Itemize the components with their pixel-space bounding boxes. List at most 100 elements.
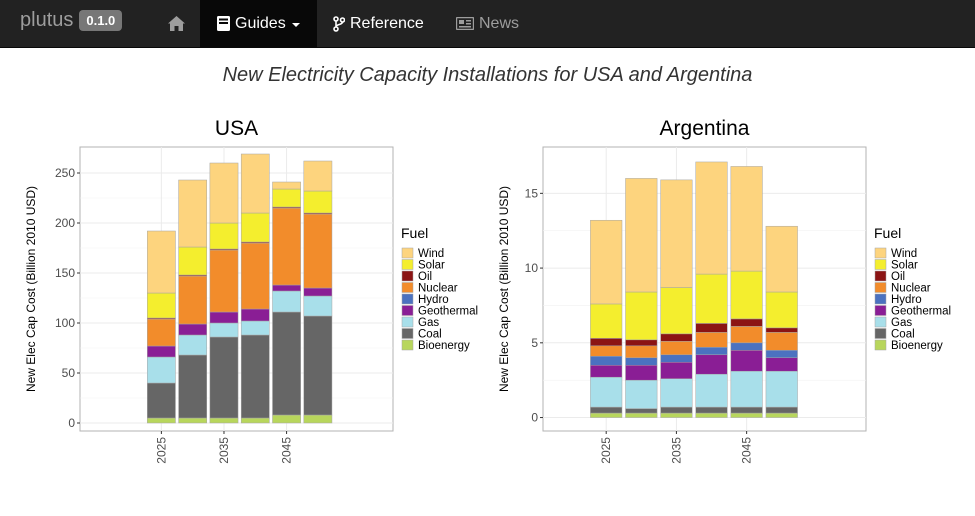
usa-bar-geothermal-2050 bbox=[303, 287, 333, 297]
usa-bar-geothermal-2045 bbox=[272, 284, 301, 292]
arg-bar-oil-2025 bbox=[590, 338, 623, 347]
arg-bar-bioenergy-2035 bbox=[660, 412, 693, 418]
usa-bar-coal-2040 bbox=[240, 334, 270, 419]
arg-bar-bioenergy-2050 bbox=[765, 412, 798, 418]
arg-bar-bioenergy-2045 bbox=[730, 412, 763, 418]
usa-bar-wind-2030 bbox=[178, 179, 208, 248]
arg-bar-solar-2045 bbox=[730, 270, 763, 320]
arg-bar-gas-2040 bbox=[695, 373, 728, 408]
arg-bar-gas-2050 bbox=[765, 370, 798, 408]
arg-legend-label-solar: Solar bbox=[891, 260, 918, 272]
arg-bar-oil-2050 bbox=[765, 327, 798, 333]
page-title: New Electricity Capacity Installations f… bbox=[222, 64, 753, 86]
usa-legend-key-nuclear bbox=[401, 282, 414, 293]
nav-guides-label: Guides bbox=[235, 14, 286, 32]
arg-bar-solar-2030 bbox=[625, 291, 658, 341]
usa-bar-geothermal-2025 bbox=[147, 345, 176, 358]
arg-bar-oil-2045 bbox=[730, 318, 763, 327]
arg-ytick-label: 5 bbox=[531, 336, 538, 350]
usa-ytick-label: 200 bbox=[55, 216, 75, 230]
usa-bar-wind-2050 bbox=[303, 160, 333, 192]
usa-bar-coal-2045 bbox=[272, 311, 301, 416]
usa-bar-bioenergy-2045 bbox=[272, 414, 301, 424]
usa-legend-label-bioenergy: Bioenergy bbox=[418, 340, 470, 352]
usa-legend-label-wind: Wind bbox=[418, 248, 444, 260]
arg-bar-wind-2040 bbox=[695, 161, 728, 275]
arg-legend-key-oil bbox=[874, 270, 887, 282]
usa-bar-bioenergy-2050 bbox=[303, 414, 333, 424]
navbar: plutus 0.1.0 Guides Reference bbox=[0, 0, 975, 48]
usa-xtick-label: 2025 bbox=[154, 437, 168, 464]
arg-bar-nuclear-2035 bbox=[660, 341, 693, 356]
arg-bar-geothermal-2030 bbox=[625, 364, 658, 381]
arg-bar-coal-2035 bbox=[660, 406, 693, 414]
brand[interactable]: plutus 0.1.0 bbox=[20, 9, 123, 32]
usa-bar-nuclear-2030 bbox=[178, 275, 208, 325]
usa-chart-title: USA bbox=[215, 117, 258, 140]
arg-legend-key-solar bbox=[874, 259, 887, 270]
usa-bar-solar-2030 bbox=[178, 246, 208, 276]
usa-bar-solar-2050 bbox=[303, 190, 333, 214]
usa-bar-coal-2050 bbox=[303, 315, 333, 416]
arg-bar-geothermal-2025 bbox=[590, 364, 623, 378]
usa-bar-gas-2025 bbox=[147, 356, 176, 384]
usa-legend-key-oil bbox=[401, 270, 414, 282]
arg-bar-geothermal-2040 bbox=[695, 354, 728, 375]
usa-bar-nuclear-2025 bbox=[147, 318, 176, 347]
usa-ytick-label: 0 bbox=[68, 416, 75, 430]
nav-guides[interactable]: Guides bbox=[200, 0, 317, 47]
usa-xtick-label: 2045 bbox=[280, 437, 294, 464]
arg-bar-coal-2030 bbox=[625, 408, 658, 414]
usa-legend-label-oil: Oil bbox=[418, 271, 432, 283]
usa-chart: 0 50 100 150 200 250 2025 2035 2045 USA New Elec C… bbox=[24, 117, 478, 464]
arg-bar-coal-2050 bbox=[765, 406, 798, 414]
usa-bar-gas-2030 bbox=[178, 334, 208, 356]
arg-bar-hydro-2025 bbox=[590, 356, 623, 366]
usa-legend-label-coal: Coal bbox=[418, 329, 442, 341]
arg-legend-key-nuclear bbox=[874, 282, 887, 293]
usa-bar-geothermal-2035 bbox=[209, 311, 239, 324]
usa-legend-title: Fuel bbox=[401, 225, 428, 241]
home-icon bbox=[167, 16, 185, 31]
arg-bar-coal-2045 bbox=[730, 406, 763, 414]
arg-bar-hydro-2035 bbox=[660, 354, 693, 363]
arg-bar-hydro-2040 bbox=[695, 347, 728, 356]
arg-legend-key-hydro bbox=[874, 293, 887, 305]
arg-bar-hydro-2045 bbox=[730, 342, 763, 351]
usa-ytick-label: 100 bbox=[55, 316, 75, 330]
arg-xtick-label: 2025 bbox=[599, 437, 613, 464]
arg-bar-gas-2035 bbox=[660, 378, 693, 408]
chevron-down-icon bbox=[291, 22, 300, 27]
newspaper-icon bbox=[456, 17, 474, 30]
usa-bar-bioenergy-2030 bbox=[178, 417, 208, 424]
usa-ytick-label: 150 bbox=[55, 266, 75, 280]
usa-xtick-label: 2035 bbox=[217, 437, 231, 464]
arg-bar-nuclear-2030 bbox=[625, 345, 658, 359]
arg-bar-coal-2025 bbox=[590, 406, 623, 414]
arg-bar-oil-2030 bbox=[625, 339, 658, 347]
usa-bar-solar-2045 bbox=[272, 188, 301, 208]
arg-legend-label-geothermal: Geothermal bbox=[891, 306, 951, 318]
usa-bar-geothermal-2030 bbox=[178, 323, 208, 336]
usa-bar-gas-2035 bbox=[209, 322, 239, 338]
usa-bar-nuclear-2035 bbox=[209, 249, 239, 313]
nav-home[interactable] bbox=[166, 0, 186, 47]
arg-xtick-label: 2045 bbox=[740, 437, 754, 464]
usa-bar-bioenergy-2040 bbox=[240, 417, 270, 424]
usa-bar-coal-2030 bbox=[178, 354, 208, 419]
usa-bar-nuclear-2045 bbox=[272, 207, 301, 286]
arg-bar-wind-2035 bbox=[660, 179, 693, 288]
usa-bar-wind-2035 bbox=[209, 162, 239, 224]
nav-news[interactable]: News bbox=[456, 0, 519, 47]
nav-reference[interactable]: Reference bbox=[333, 0, 424, 47]
nav-news-label: News bbox=[479, 14, 520, 32]
usa-y-axis-label: New Elec Cap Cost (Billion 2010 USD) bbox=[24, 186, 38, 392]
brand-name[interactable]: plutus bbox=[20, 9, 74, 31]
usa-bar-bioenergy-2035 bbox=[209, 417, 239, 424]
arg-bar-oil-2035 bbox=[660, 333, 693, 342]
usa-bar-gas-2050 bbox=[303, 295, 333, 317]
usa-legend-label-gas: Gas bbox=[418, 317, 439, 329]
nav-reference-label: Reference bbox=[350, 14, 424, 32]
usa-bar-solar-2035 bbox=[209, 222, 239, 250]
arg-bar-gas-2030 bbox=[625, 379, 658, 409]
